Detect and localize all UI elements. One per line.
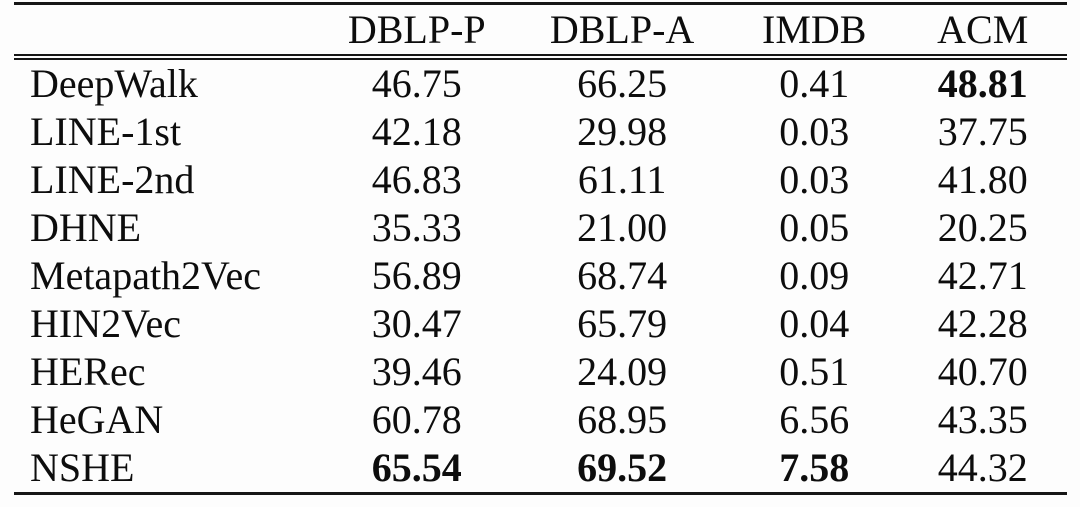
- table-header: DBLP-P DBLP-A IMDB ACM: [14, 4, 1067, 58]
- method-name: DeepWalk: [30, 61, 198, 106]
- metric-value: 20.25: [937, 205, 1028, 250]
- table-row: HeGAN 60.78 68.95 6.56 43.35: [14, 396, 1067, 444]
- table-row: HERec 39.46 24.09 0.51 40.70: [14, 348, 1067, 396]
- column-header: DBLP-P: [347, 6, 486, 52]
- metric-value: 60.78: [371, 397, 462, 442]
- metric-value: 29.98: [577, 109, 668, 154]
- column-header: IMDB: [762, 6, 867, 52]
- table-row: HIN2Vec 30.47 65.79 0.04 42.28: [14, 300, 1067, 348]
- method-name: LINE-2nd: [30, 157, 195, 202]
- table-row: NSHE 65.54 69.52 7.58 44.32: [14, 444, 1067, 494]
- metric-value: 37.75: [937, 109, 1028, 154]
- metric-value: 42.18: [371, 109, 462, 154]
- metric-value: 48.81: [937, 61, 1028, 106]
- metric-value: 6.56: [779, 397, 850, 442]
- method-name: NSHE: [30, 445, 135, 490]
- metric-value: 0.41: [779, 61, 850, 106]
- metric-value: 42.71: [937, 253, 1028, 298]
- metric-value: 39.46: [371, 349, 462, 394]
- metric-value: 0.51: [779, 349, 850, 394]
- table-row: LINE-2nd 46.83 61.11 0.03 41.80: [14, 156, 1067, 204]
- method-name: DHNE: [30, 205, 142, 250]
- metric-value: 21.00: [577, 205, 668, 250]
- metric-value: 0.04: [779, 301, 850, 346]
- metric-value: 65.54: [371, 445, 462, 490]
- metric-value: 0.05: [779, 205, 850, 250]
- table-row: DHNE 35.33 21.00 0.05 20.25: [14, 204, 1067, 252]
- method-name: HeGAN: [30, 397, 164, 442]
- metric-value: 0.03: [779, 157, 850, 202]
- metric-value: 24.09: [577, 349, 668, 394]
- column-header: DBLP-A: [549, 6, 695, 52]
- metric-value: 61.11: [577, 157, 667, 202]
- metric-value: 46.75: [371, 61, 462, 106]
- metric-value: 0.09: [779, 253, 850, 298]
- metric-value: 46.83: [371, 157, 462, 202]
- method-name: HERec: [30, 349, 146, 394]
- metric-value: 56.89: [371, 253, 462, 298]
- table-row: DeepWalk 46.75 66.25 0.41 48.81: [14, 57, 1067, 108]
- metric-value: 35.33: [371, 205, 462, 250]
- column-header: ACM: [937, 6, 1029, 52]
- metric-value: 42.28: [937, 301, 1028, 346]
- row-label-column-header: [14, 4, 319, 58]
- method-name: Metapath2Vec: [30, 253, 262, 298]
- metric-value: 65.79: [577, 301, 668, 346]
- results-table-container: DBLP-P DBLP-A IMDB ACM DeepWalk 46.75 66.25 0.…: [14, 2, 1067, 495]
- table-row: LINE-1st 42.18 29.98 0.03 37.75: [14, 108, 1067, 156]
- metric-value: 40.70: [937, 349, 1028, 394]
- metric-value: 43.35: [937, 397, 1028, 442]
- metric-value: 69.52: [577, 445, 668, 490]
- metric-value: 0.03: [779, 109, 850, 154]
- metric-value: 66.25: [577, 61, 668, 106]
- metric-value: 44.32: [937, 445, 1028, 490]
- metric-value: 7.58: [779, 445, 850, 490]
- metric-value: 68.95: [577, 397, 668, 442]
- header-row: DBLP-P DBLP-A IMDB ACM: [14, 4, 1067, 58]
- results-table: DBLP-P DBLP-A IMDB ACM DeepWalk 46.75 66.25 0.…: [14, 2, 1067, 495]
- metric-value: 68.74: [577, 253, 668, 298]
- metric-value: 41.80: [937, 157, 1028, 202]
- metric-value: 30.47: [371, 301, 462, 346]
- table-row: Metapath2Vec 56.89 68.74 0.09 42.71: [14, 252, 1067, 300]
- method-name: HIN2Vec: [30, 301, 182, 346]
- method-name: LINE-1st: [30, 109, 182, 154]
- table-body: DeepWalk 46.75 66.25 0.41 48.81 LINE-1st 42.18…: [14, 57, 1067, 494]
